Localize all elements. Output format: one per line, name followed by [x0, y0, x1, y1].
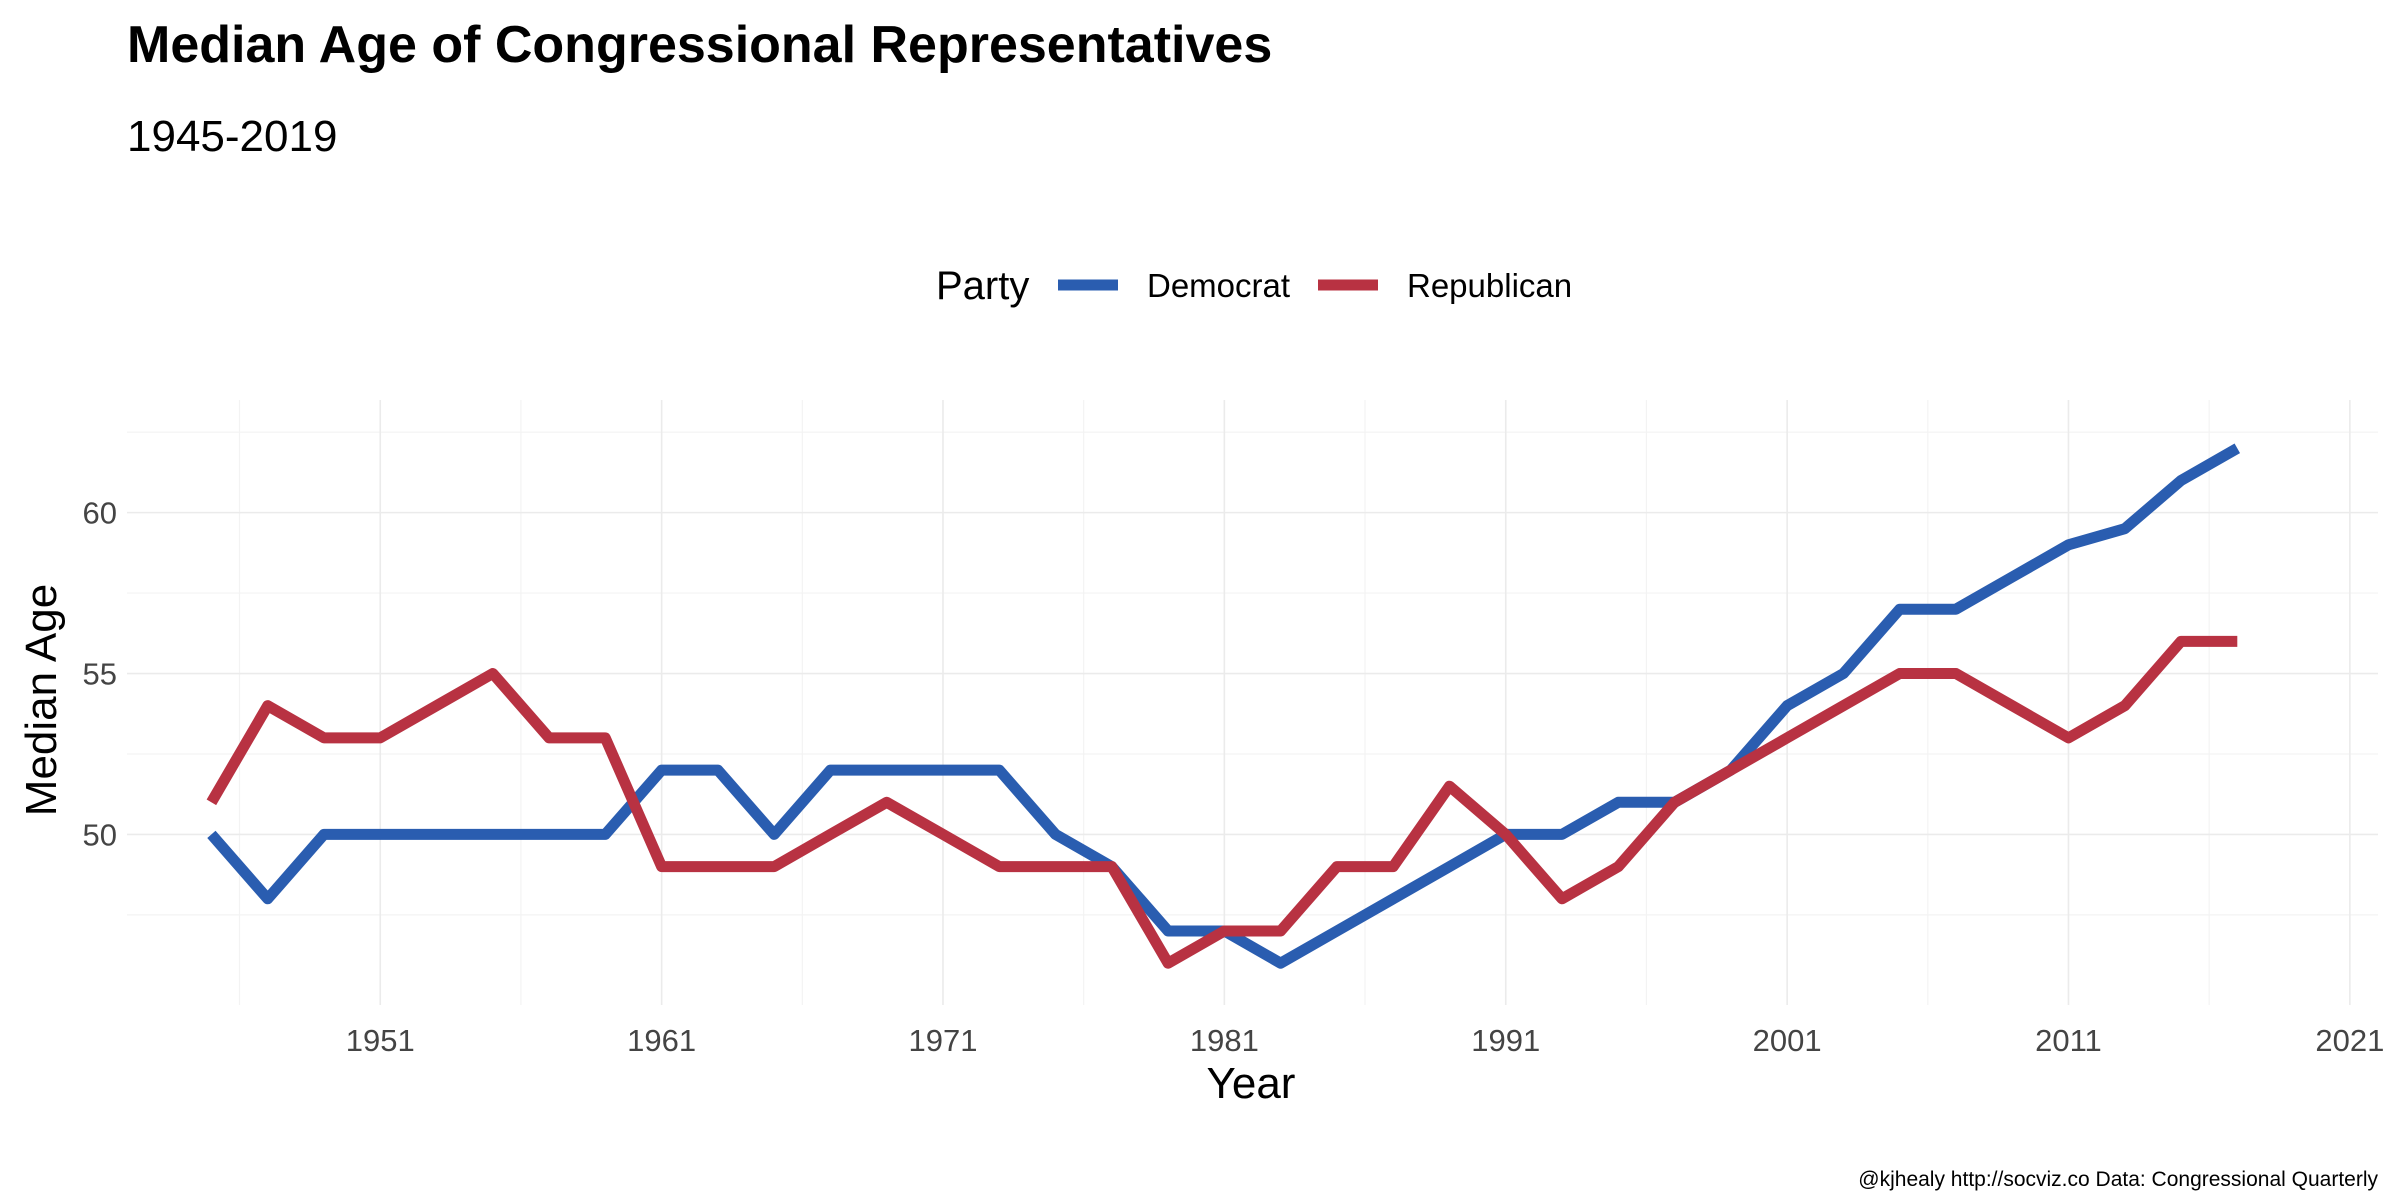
- x-axis-label: Year: [1207, 1059, 1296, 1108]
- legend: Party Democrat Republican: [936, 264, 1572, 308]
- x-tick-label: 1961: [627, 1023, 696, 1058]
- y-tick-label: 60: [83, 496, 117, 531]
- series-line-republican: [206, 635, 2238, 969]
- x-tick-label: 2021: [2315, 1023, 2384, 1058]
- grid: [127, 400, 2378, 1005]
- x-tick-label: 1981: [1190, 1023, 1259, 1058]
- x-axis-ticks: 1951 1961 1971 1981 1991 2001 2011 2021: [346, 1023, 2385, 1058]
- y-tick-label: 55: [83, 657, 117, 692]
- x-tick-label: 1951: [346, 1023, 415, 1058]
- x-tick-label: 2001: [1753, 1023, 1822, 1058]
- x-tick-label: 1991: [1471, 1023, 1540, 1058]
- x-tick-label: 1971: [909, 1023, 978, 1058]
- y-tick-label: 50: [83, 817, 117, 852]
- caption: @kjhealy http://socviz.co Data: Congress…: [1858, 1168, 2378, 1191]
- x-tick-label: 2011: [2035, 1023, 2102, 1058]
- chart-subtitle: 1945-2019: [127, 112, 337, 161]
- y-axis-label: Median Age: [17, 584, 66, 816]
- legend-label-democrat: Democrat: [1147, 267, 1290, 304]
- series-layer: [206, 443, 2241, 969]
- legend-title: Party: [936, 264, 1029, 308]
- y-axis-ticks: 50 55 60: [83, 496, 117, 853]
- legend-label-republican: Republican: [1407, 267, 1572, 304]
- chart-title: Median Age of Congressional Representati…: [127, 16, 1272, 74]
